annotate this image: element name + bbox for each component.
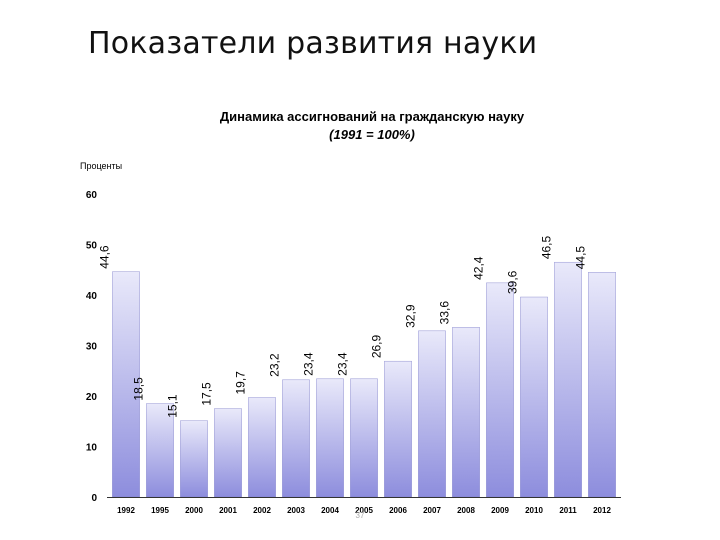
bar bbox=[282, 379, 310, 498]
bar bbox=[418, 330, 446, 498]
y-tick-label: 50 bbox=[86, 241, 98, 252]
x-tick-label: 2011 bbox=[559, 506, 577, 515]
x-tick-label: 2002 bbox=[253, 506, 271, 515]
bar bbox=[180, 420, 208, 498]
x-tick-label: 2004 bbox=[321, 506, 339, 515]
data-label: 19,7 bbox=[233, 371, 247, 395]
data-label: 44,6 bbox=[97, 245, 111, 269]
y-tick-label: 10 bbox=[86, 443, 98, 454]
x-tick-label: 2007 bbox=[423, 506, 441, 515]
bar bbox=[554, 261, 582, 498]
x-tick-label: 2010 bbox=[525, 506, 543, 515]
data-label: 42,4 bbox=[471, 256, 485, 280]
data-label: 23,4 bbox=[301, 352, 315, 376]
x-tick-label: 2008 bbox=[457, 506, 475, 515]
x-tick-label: 2000 bbox=[185, 506, 203, 515]
data-labels: 44,6 18,5 15,1 17,5 19,7 23,2 23,4 23,4 26,9 32,9… bbox=[97, 235, 587, 417]
slide-title: Показатели развития науки bbox=[88, 26, 538, 61]
data-label: 44,5 bbox=[573, 246, 587, 270]
bar bbox=[112, 271, 140, 498]
bar bbox=[486, 282, 514, 498]
x-tick-label: 2005 bbox=[355, 506, 373, 515]
bar bbox=[588, 272, 616, 498]
bar bbox=[350, 378, 378, 498]
x-tick-label: 2012 bbox=[593, 506, 611, 515]
x-axis-ticks: 1992 1995 2000 2001 2002 2003 2004 2005 2006 2007… bbox=[117, 506, 611, 515]
y-tick-label: 20 bbox=[86, 392, 98, 403]
x-tick-label: 2001 bbox=[219, 506, 237, 515]
data-label: 33,6 bbox=[437, 301, 451, 325]
bar bbox=[146, 403, 174, 498]
data-label: 26,9 bbox=[369, 334, 383, 358]
bar bbox=[520, 296, 548, 498]
y-tick-label: 40 bbox=[86, 291, 98, 302]
bar bbox=[384, 360, 412, 498]
x-tick-label: 2003 bbox=[287, 506, 305, 515]
y-tick-label: 60 bbox=[86, 190, 98, 201]
data-label: 23,4 bbox=[335, 352, 349, 376]
bar bbox=[452, 327, 480, 498]
data-label: 18,5 bbox=[131, 377, 145, 401]
page-number: 37 bbox=[356, 511, 365, 520]
y-axis-ticks: 0 10 20 30 40 50 60 bbox=[86, 190, 98, 504]
x-tick-label: 1992 bbox=[117, 506, 135, 515]
y-tick-label: 0 bbox=[91, 493, 97, 504]
data-label: 15,1 bbox=[165, 394, 179, 418]
bar bbox=[214, 408, 242, 498]
data-label: 23,2 bbox=[267, 353, 281, 377]
data-label: 32,9 bbox=[403, 304, 417, 328]
y-axis-label: Проценты bbox=[80, 161, 122, 171]
chart-subtitle: (1991 = 100%) bbox=[329, 127, 415, 142]
bars bbox=[112, 261, 616, 498]
bar bbox=[248, 397, 276, 498]
chart-title: Динамика ассигнований на гражданскую нау… bbox=[220, 109, 525, 124]
bar bbox=[316, 378, 344, 498]
x-tick-label: 2009 bbox=[491, 506, 509, 515]
x-tick-label: 1995 bbox=[151, 506, 169, 515]
data-label: 17,5 bbox=[199, 382, 213, 406]
y-tick-label: 30 bbox=[86, 342, 98, 353]
x-tick-label: 2006 bbox=[389, 506, 407, 515]
data-label: 46,5 bbox=[539, 235, 553, 259]
data-label: 39,6 bbox=[505, 270, 519, 294]
